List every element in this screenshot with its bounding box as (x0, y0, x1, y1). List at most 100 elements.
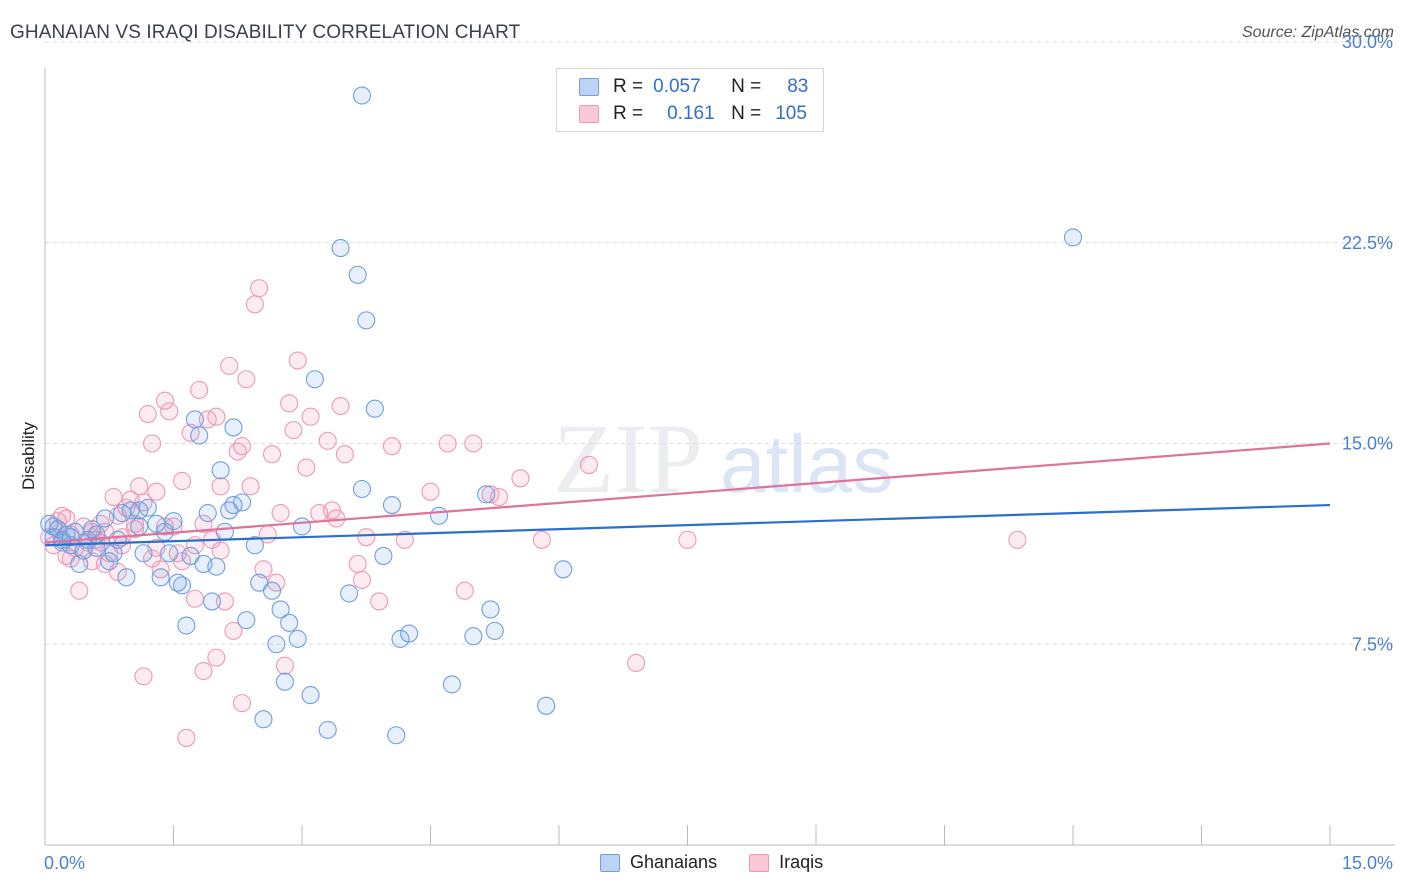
iraqis-point (421, 482, 440, 501)
iraqis-point (245, 295, 264, 314)
n-value: 83 (787, 76, 809, 97)
iraqis-point (250, 279, 269, 298)
ghanaians-point (481, 600, 500, 619)
ghanaians-point (164, 512, 183, 531)
watermark-zip: ZIP (553, 403, 703, 514)
iraqis-point (138, 405, 157, 424)
ghanaians-point (357, 311, 376, 330)
ghanaians-point (198, 504, 217, 523)
iraqis-point (160, 402, 179, 421)
grid (45, 41, 1395, 645)
iraqis-point (357, 528, 376, 547)
ghanaians-point (280, 613, 299, 632)
iraqis-point (352, 570, 372, 590)
ghanaians-point (275, 672, 294, 691)
iraqis-point (130, 477, 149, 496)
iraqis-point (232, 694, 252, 713)
iraqis-point (370, 592, 389, 611)
ghanaians-point (203, 592, 222, 611)
ghanaians-point (254, 710, 273, 729)
ghanaians-point (185, 410, 204, 429)
ghanaians-trend-line (44, 503, 1331, 547)
ghanaians-point (160, 544, 179, 563)
ghanaians-point (224, 496, 243, 515)
iraqis-swatch (749, 853, 770, 872)
iraqis-point (464, 434, 483, 453)
source-label: Source: ZipAtlas.com (1241, 24, 1394, 41)
iraqis-point (280, 394, 299, 413)
legend-row-iraqis: R = 0.161 N = 105 (579, 102, 807, 126)
ghanaians-point (352, 86, 372, 105)
watermark-atlas: atlas (720, 419, 893, 510)
ghanaians-point (100, 552, 119, 571)
legend-row-ghanaians: R = 0.057 N = 83 (579, 75, 808, 99)
iraqis-point (224, 621, 243, 640)
trend-lines (44, 442, 1331, 547)
ghanaians-point (477, 485, 496, 504)
ghanaians-point (485, 621, 504, 640)
ghanaians-point (190, 426, 209, 445)
y-tick-label: 15.0% (1342, 434, 1393, 454)
chart-title: GHANAIAN VS IRAQI DISABILITY CORRELATION… (10, 22, 521, 43)
ghanaians-point (554, 560, 573, 579)
r-value: 0.161 (667, 103, 715, 124)
legend-label-iraqis: Iraqis (779, 852, 824, 872)
axes (44, 68, 1395, 846)
legend-box: R = 0.057 N = 83 R = 0.161 N = 105 (556, 68, 824, 132)
iraqis-point (511, 469, 530, 488)
ghanaians-point (104, 544, 123, 563)
ghanaians-point (382, 496, 402, 515)
iraqis-point (455, 581, 474, 600)
iraqis-point (532, 530, 551, 549)
y-axis-title: Disability (19, 421, 38, 490)
ghanaians-point (267, 635, 286, 654)
ghanaians-point (130, 517, 149, 536)
iraqis-point (61, 549, 80, 568)
iraqis-point (627, 653, 646, 673)
legend-label-ghanaians: Ghanaians (630, 852, 718, 872)
ghanaians-point (387, 726, 406, 745)
iraqis-point (220, 356, 239, 375)
iraqis-point (185, 589, 204, 608)
ghanaians-point (365, 399, 384, 418)
y-tick-labels: 7.5% 15.0% 22.5% 30.0% (1342, 32, 1393, 654)
r-label: R = (613, 76, 644, 97)
iraqis-point (237, 370, 256, 389)
ghanaians-point (130, 501, 149, 520)
ghanaians-point (245, 536, 264, 555)
x-tick-label: 15.0% (1342, 853, 1393, 873)
ghanaians-point (108, 530, 127, 549)
ghanaians-point (305, 370, 324, 389)
iraqis-point (194, 661, 213, 681)
ghanaians-point (181, 546, 200, 565)
iraqis-point (678, 530, 697, 549)
legend-item-ghanaians: Ghanaians (600, 852, 717, 873)
ghanaians-point (464, 627, 483, 646)
ghanaians-point (348, 265, 367, 284)
ghanaians-point (177, 616, 196, 635)
iraqis-point (284, 421, 303, 440)
ghanaians-point (224, 418, 243, 437)
iraqis-point (254, 560, 273, 579)
ghanaians-point (430, 506, 449, 525)
iraqis-point (395, 530, 414, 549)
iraqis-point (211, 541, 230, 560)
ghanaians-point (134, 544, 153, 563)
ghanaians-point (352, 479, 372, 499)
r-value: 0.057 (653, 76, 701, 97)
iraqis-point (318, 431, 337, 450)
iraqis-point (232, 437, 252, 456)
ghanaians-point (288, 629, 307, 648)
ghanaians-point (237, 611, 256, 630)
iraqis-swatch (579, 105, 599, 123)
ghanaians-point (1063, 228, 1083, 247)
iraqis-point (143, 549, 162, 568)
iraqis-point (438, 434, 457, 453)
n-value: 105 (775, 103, 807, 124)
ghanaians-point (262, 581, 282, 600)
ghanaians-swatch (579, 78, 599, 96)
ghanaians-point (151, 568, 170, 587)
iraqis-point (271, 504, 290, 523)
r-label: R = (613, 103, 644, 124)
ghanaians-swatch (600, 853, 620, 872)
